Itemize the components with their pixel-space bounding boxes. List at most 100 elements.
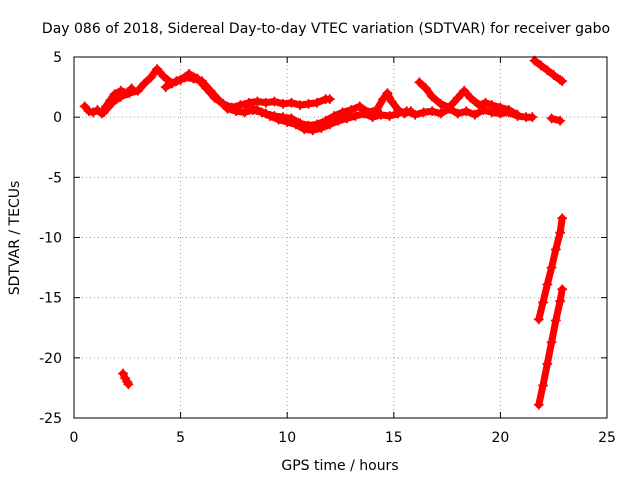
data-point: [399, 108, 410, 119]
data-point: [542, 279, 553, 290]
data-point: [132, 85, 143, 96]
data-point: [333, 115, 344, 126]
data-point: [469, 109, 480, 120]
data-point: [542, 65, 553, 76]
data-point: [557, 213, 568, 224]
data-point: [555, 115, 566, 126]
data-point: [269, 96, 280, 107]
data-point: [444, 102, 455, 113]
data-point: [303, 120, 314, 131]
data-point: [533, 314, 544, 325]
x-tick-label: 10: [278, 430, 296, 446]
data-point: [123, 379, 134, 390]
data-point: [393, 104, 404, 115]
data-point: [205, 85, 216, 96]
data-point: [98, 107, 109, 118]
data-point: [546, 113, 557, 124]
data-point: [341, 113, 352, 124]
data-point: [188, 73, 199, 84]
data-point: [435, 108, 446, 119]
data-point: [286, 97, 297, 108]
data-point: [124, 88, 135, 99]
data-point: [414, 77, 425, 88]
data-point: [260, 97, 271, 108]
data-point: [312, 97, 323, 108]
y-tick-label: -20: [39, 351, 62, 367]
series-late-arc-top: [529, 55, 568, 87]
data-point: [231, 106, 242, 117]
data-point: [535, 60, 546, 71]
data-point: [461, 106, 472, 117]
data-point: [405, 106, 416, 117]
data-point: [312, 119, 323, 130]
data-point: [555, 296, 566, 307]
data-point: [371, 104, 382, 115]
data-point: [320, 115, 331, 126]
data-point: [213, 95, 224, 106]
data-point: [548, 70, 559, 81]
data-point: [550, 244, 561, 255]
y-axis-label: SDTVAR / TECUs: [7, 181, 23, 296]
data-point: [480, 97, 491, 108]
data-point: [378, 94, 389, 105]
data-point: [294, 118, 305, 129]
data-point: [538, 297, 549, 308]
data-series-group: [79, 55, 568, 410]
data-point: [495, 102, 506, 113]
data-point: [160, 82, 171, 93]
data-point: [152, 64, 163, 75]
data-point: [260, 108, 271, 119]
y-tick-label: -15: [39, 291, 62, 307]
data-point: [329, 110, 340, 121]
data-point: [350, 110, 361, 121]
data-point: [269, 110, 280, 121]
data-point: [337, 107, 348, 118]
data-point: [196, 76, 207, 87]
data-point: [550, 315, 561, 326]
series-late-arc-stub: [546, 113, 566, 126]
data-point: [252, 96, 263, 107]
data-point: [557, 76, 568, 87]
y-tick-label: 5: [53, 50, 62, 66]
data-point: [222, 103, 233, 114]
data-point: [465, 92, 476, 103]
series-descending-arc-2: [533, 284, 568, 410]
data-point: [546, 337, 557, 348]
x-tick-label: 20: [491, 430, 509, 446]
data-point: [527, 112, 538, 123]
data-point: [79, 101, 90, 112]
data-point: [555, 227, 566, 238]
y-tick-label: 0: [53, 110, 62, 126]
data-point: [546, 262, 557, 273]
data-point: [452, 92, 463, 103]
data-point: [512, 109, 523, 120]
data-point: [542, 358, 553, 369]
data-point: [158, 71, 169, 82]
x-tick-label: 15: [385, 430, 403, 446]
y-tick-label: -10: [39, 231, 62, 247]
axis-ticks: 0 5 10 15 20 25 5 0 -5 -10 -15 -20 -25: [39, 50, 616, 446]
data-point: [533, 399, 544, 410]
series-main-arc-1: [98, 64, 335, 118]
data-point: [376, 109, 387, 120]
y-tick-label: -5: [48, 170, 62, 186]
data-point: [354, 101, 365, 112]
series-isolated-cluster: [118, 368, 134, 390]
data-point: [303, 98, 314, 109]
data-point: [252, 104, 263, 115]
data-point: [435, 98, 446, 109]
x-tick-label: 5: [176, 430, 185, 446]
data-point: [420, 83, 431, 94]
data-point: [83, 106, 94, 117]
data-point: [239, 107, 250, 118]
data-point: [459, 85, 470, 96]
data-point: [427, 106, 438, 117]
data-point: [538, 380, 549, 391]
data-point: [557, 284, 568, 295]
data-point: [286, 113, 297, 124]
data-point: [503, 104, 514, 115]
data-point: [382, 88, 393, 99]
data-point: [277, 98, 288, 109]
series-descending-arc-1: [533, 213, 568, 325]
